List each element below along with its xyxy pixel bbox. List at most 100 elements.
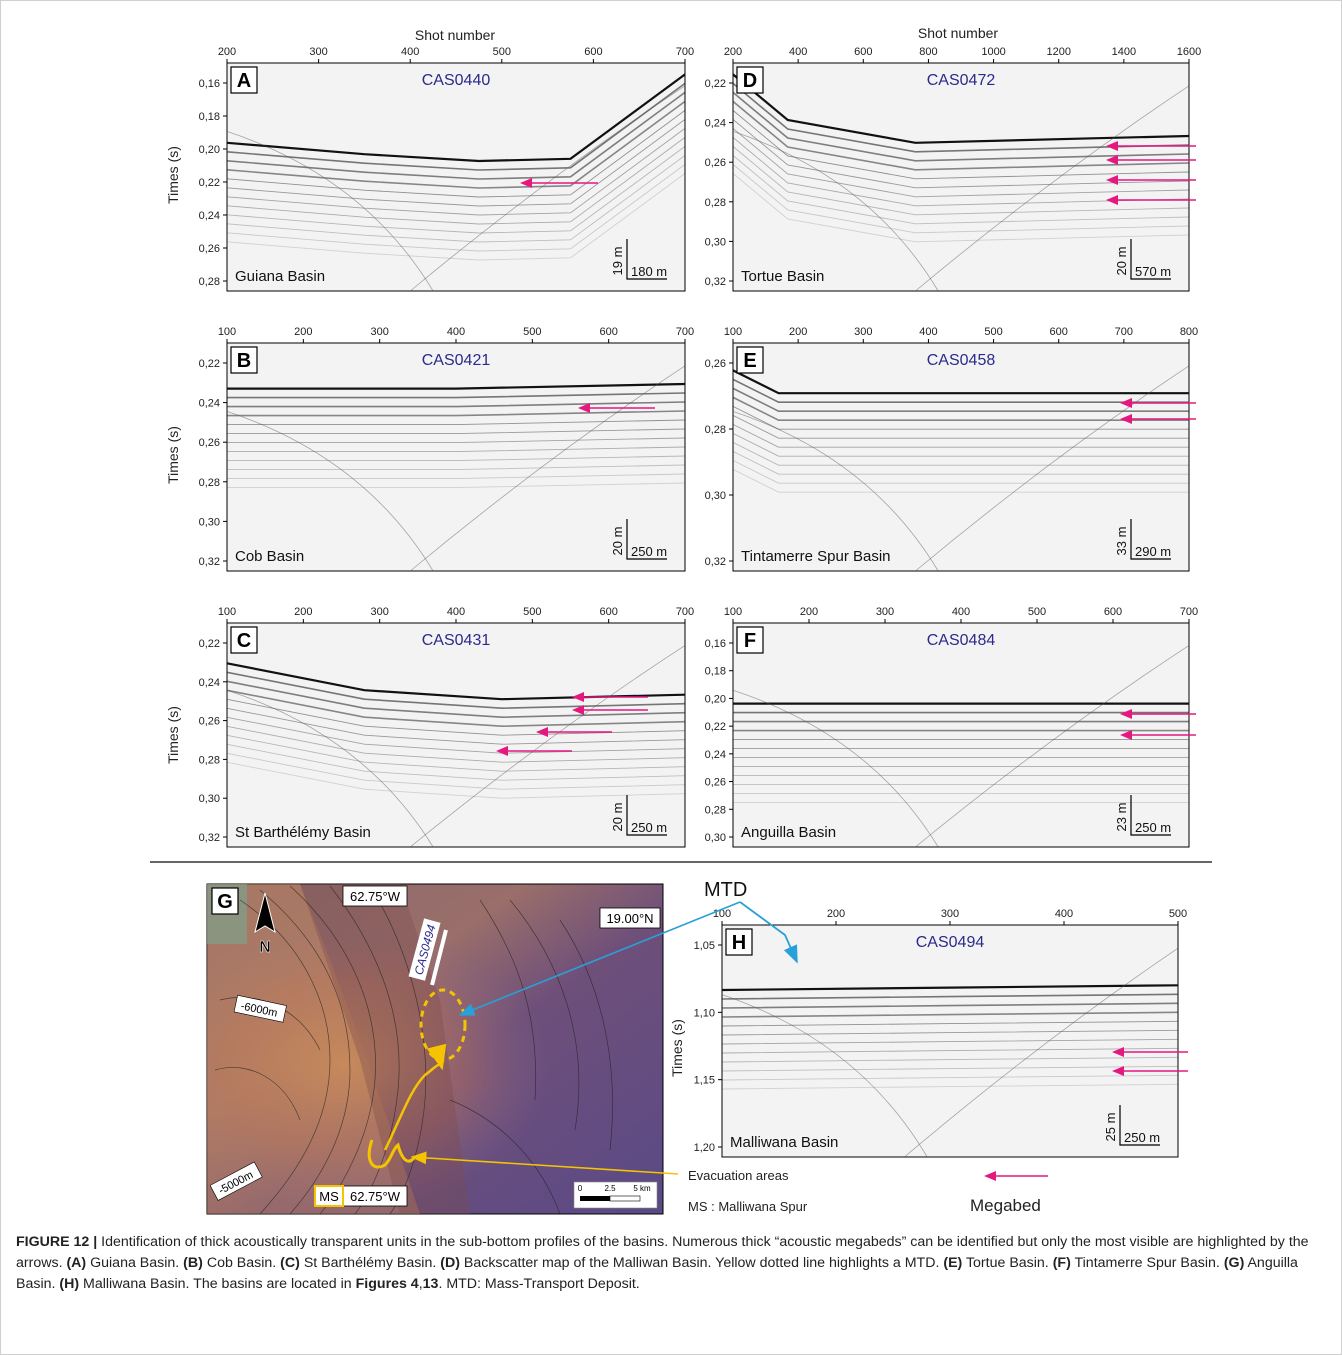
shot-tick-label-d: 600: [854, 46, 872, 58]
panel-letter-e: E: [743, 350, 756, 372]
sub-reflector-a: [226, 110, 686, 198]
sub-reflector-a: [226, 137, 686, 225]
scale-bar-d: [1130, 239, 1171, 280]
shot-tick-label-f: 600: [1104, 606, 1122, 618]
shot-label-left: Shot number: [415, 27, 495, 43]
megabed-arrowhead-c: [572, 705, 584, 715]
megabed-arrowhead-c: [536, 727, 548, 737]
flow-path: [383, 1043, 447, 1151]
caption-figs-link-2[interactable]: 13: [422, 1276, 439, 1292]
time-tick-label-f: 0,30: [705, 832, 726, 844]
shot-tick-label-f: 700: [1180, 606, 1198, 618]
sub-reflector-d: [732, 128, 1190, 198]
sub-reflector-h: [721, 1002, 1179, 1009]
shot-tick-label-c: 500: [523, 606, 541, 618]
time-tick-label-a: 0,16: [199, 78, 220, 90]
shot-label-right: Shot number: [918, 25, 998, 41]
shot-tick-label-d: 400: [789, 46, 807, 58]
side-echo-left-f: [732, 689, 939, 848]
megabed-arrowhead-d: [1106, 175, 1118, 185]
vertical-scale-f: 23 m: [1114, 803, 1129, 832]
lon-label-top: 62.75°W: [350, 889, 401, 904]
profile-line-track: [430, 929, 448, 986]
panel-frame-e: [732, 342, 1190, 572]
panel-frame-c: [226, 622, 686, 848]
sub-reflector-c: [226, 752, 686, 790]
line-title-d: CAS0472: [927, 72, 996, 89]
megabed-arrowhead-h: [1112, 1066, 1124, 1076]
time-tick-label-e: 0,28: [705, 424, 726, 436]
profile-panel-a: 200 300 400 500 600 700 0,16 0,18 0,20 0,22 0,24 0,…: [199, 46, 694, 292]
horizontal-scale-c: 250 m: [631, 820, 667, 835]
time-tick-label-c: 0,32: [199, 832, 220, 844]
time-tick-label-h: 1,20: [694, 1142, 715, 1154]
shot-tick-label-a: 500: [493, 46, 511, 58]
sub-reflector-h: [721, 1011, 1179, 1018]
sub-reflector-c: [226, 734, 686, 772]
caption-text-e: Tortue Basin.: [962, 1255, 1053, 1271]
horizontal-scale-h: 250 m: [1124, 1130, 1160, 1145]
panel-letter-box-f: [736, 626, 764, 654]
sub-reflector-d: [732, 110, 1190, 180]
seafloor-reflector-a: [226, 73, 686, 163]
time-tick-label-c: 0,28: [199, 754, 220, 766]
figure-caption: FIGURE 12 | Identification of thick acou…: [16, 1232, 1326, 1295]
shot-tick-label-e: 200: [789, 326, 807, 338]
sub-reflector-a: [226, 91, 686, 180]
time-tick-label-b: 0,32: [199, 556, 220, 568]
panel-frame-a: [226, 62, 686, 292]
sub-reflector-b: [227, 446, 686, 453]
time-tick-label-b: 0,30: [199, 516, 220, 528]
sub-reflector-b: [227, 464, 686, 471]
horizontal-scale-e: 290 m: [1135, 544, 1171, 559]
sub-reflector-e: [732, 405, 1189, 430]
profile-panel-f: 100 200 300 400 500 600 700 0,16 0,18 0,20 0,22 0,2…: [705, 606, 1198, 848]
sub-reflector-c: [226, 725, 686, 763]
map-scale-5: 5 km: [633, 1184, 651, 1193]
side-echo-right-e: [915, 365, 1190, 572]
shot-tick-label-c: 400: [447, 606, 465, 618]
scale-bar-a: [626, 239, 667, 280]
caption-figs-link[interactable]: Figures 4: [355, 1276, 419, 1292]
horizontal-scale-a: 180 m: [631, 264, 667, 279]
shot-tick-label-a: 400: [401, 46, 419, 58]
shot-tick-label-e: 600: [1050, 326, 1068, 338]
side-echo-left-e: [732, 411, 939, 572]
panel-letter-box-c: [230, 626, 258, 654]
sub-reflector-a: [226, 146, 686, 234]
scale-bar-c: [626, 795, 667, 836]
caption-ref-h: (H): [59, 1276, 80, 1292]
panel-letter-h: H: [732, 932, 746, 954]
time-tick-label-d: 0,30: [705, 236, 726, 248]
megabed-arrowhead-e: [1120, 398, 1132, 408]
scale-bar-f: [1130, 795, 1171, 836]
caption-text-c: St Barthélémy Basin.: [299, 1255, 441, 1271]
vertical-scale-c: 20 m: [610, 803, 625, 832]
sub-reflector-h: [721, 1074, 1179, 1081]
seafloor-reflector-b: [227, 382, 686, 390]
shot-tick-label-b: 700: [676, 326, 694, 338]
figure-panels: Shot number Shot number Times (s) Times …: [150, 25, 1212, 1215]
megabed-arrowhead-e: [1120, 414, 1132, 424]
time-tick-label-b: 0,24: [199, 398, 220, 410]
sub-reflector-b: [227, 473, 686, 480]
shot-tick-label-b: 500: [523, 326, 541, 338]
ms-badge: MS: [319, 1189, 339, 1204]
caption-ref-f: (F): [1052, 1255, 1071, 1271]
shot-tick-label-d: 1200: [1046, 46, 1070, 58]
sub-reflector-e: [732, 396, 1189, 422]
time-tick-label-a: 0,22: [199, 177, 220, 189]
shot-tick-label-e: 700: [1115, 326, 1133, 338]
sub-reflector-h: [721, 1083, 1179, 1090]
sub-reflector-b: [227, 401, 686, 408]
vertical-scale-b: 20 m: [610, 527, 625, 556]
shot-tick-label-d: 1400: [1112, 46, 1136, 58]
panel-letter-f: F: [744, 630, 756, 652]
shot-tick-label-d: 200: [724, 46, 742, 58]
caption-text-b: Cob Basin.: [202, 1255, 281, 1271]
sub-reflector-c: [226, 671, 686, 710]
panel-letter-b: B: [237, 350, 251, 372]
sub-reflector-c: [226, 689, 686, 728]
time-tick-label-h: 1,10: [694, 1007, 715, 1019]
